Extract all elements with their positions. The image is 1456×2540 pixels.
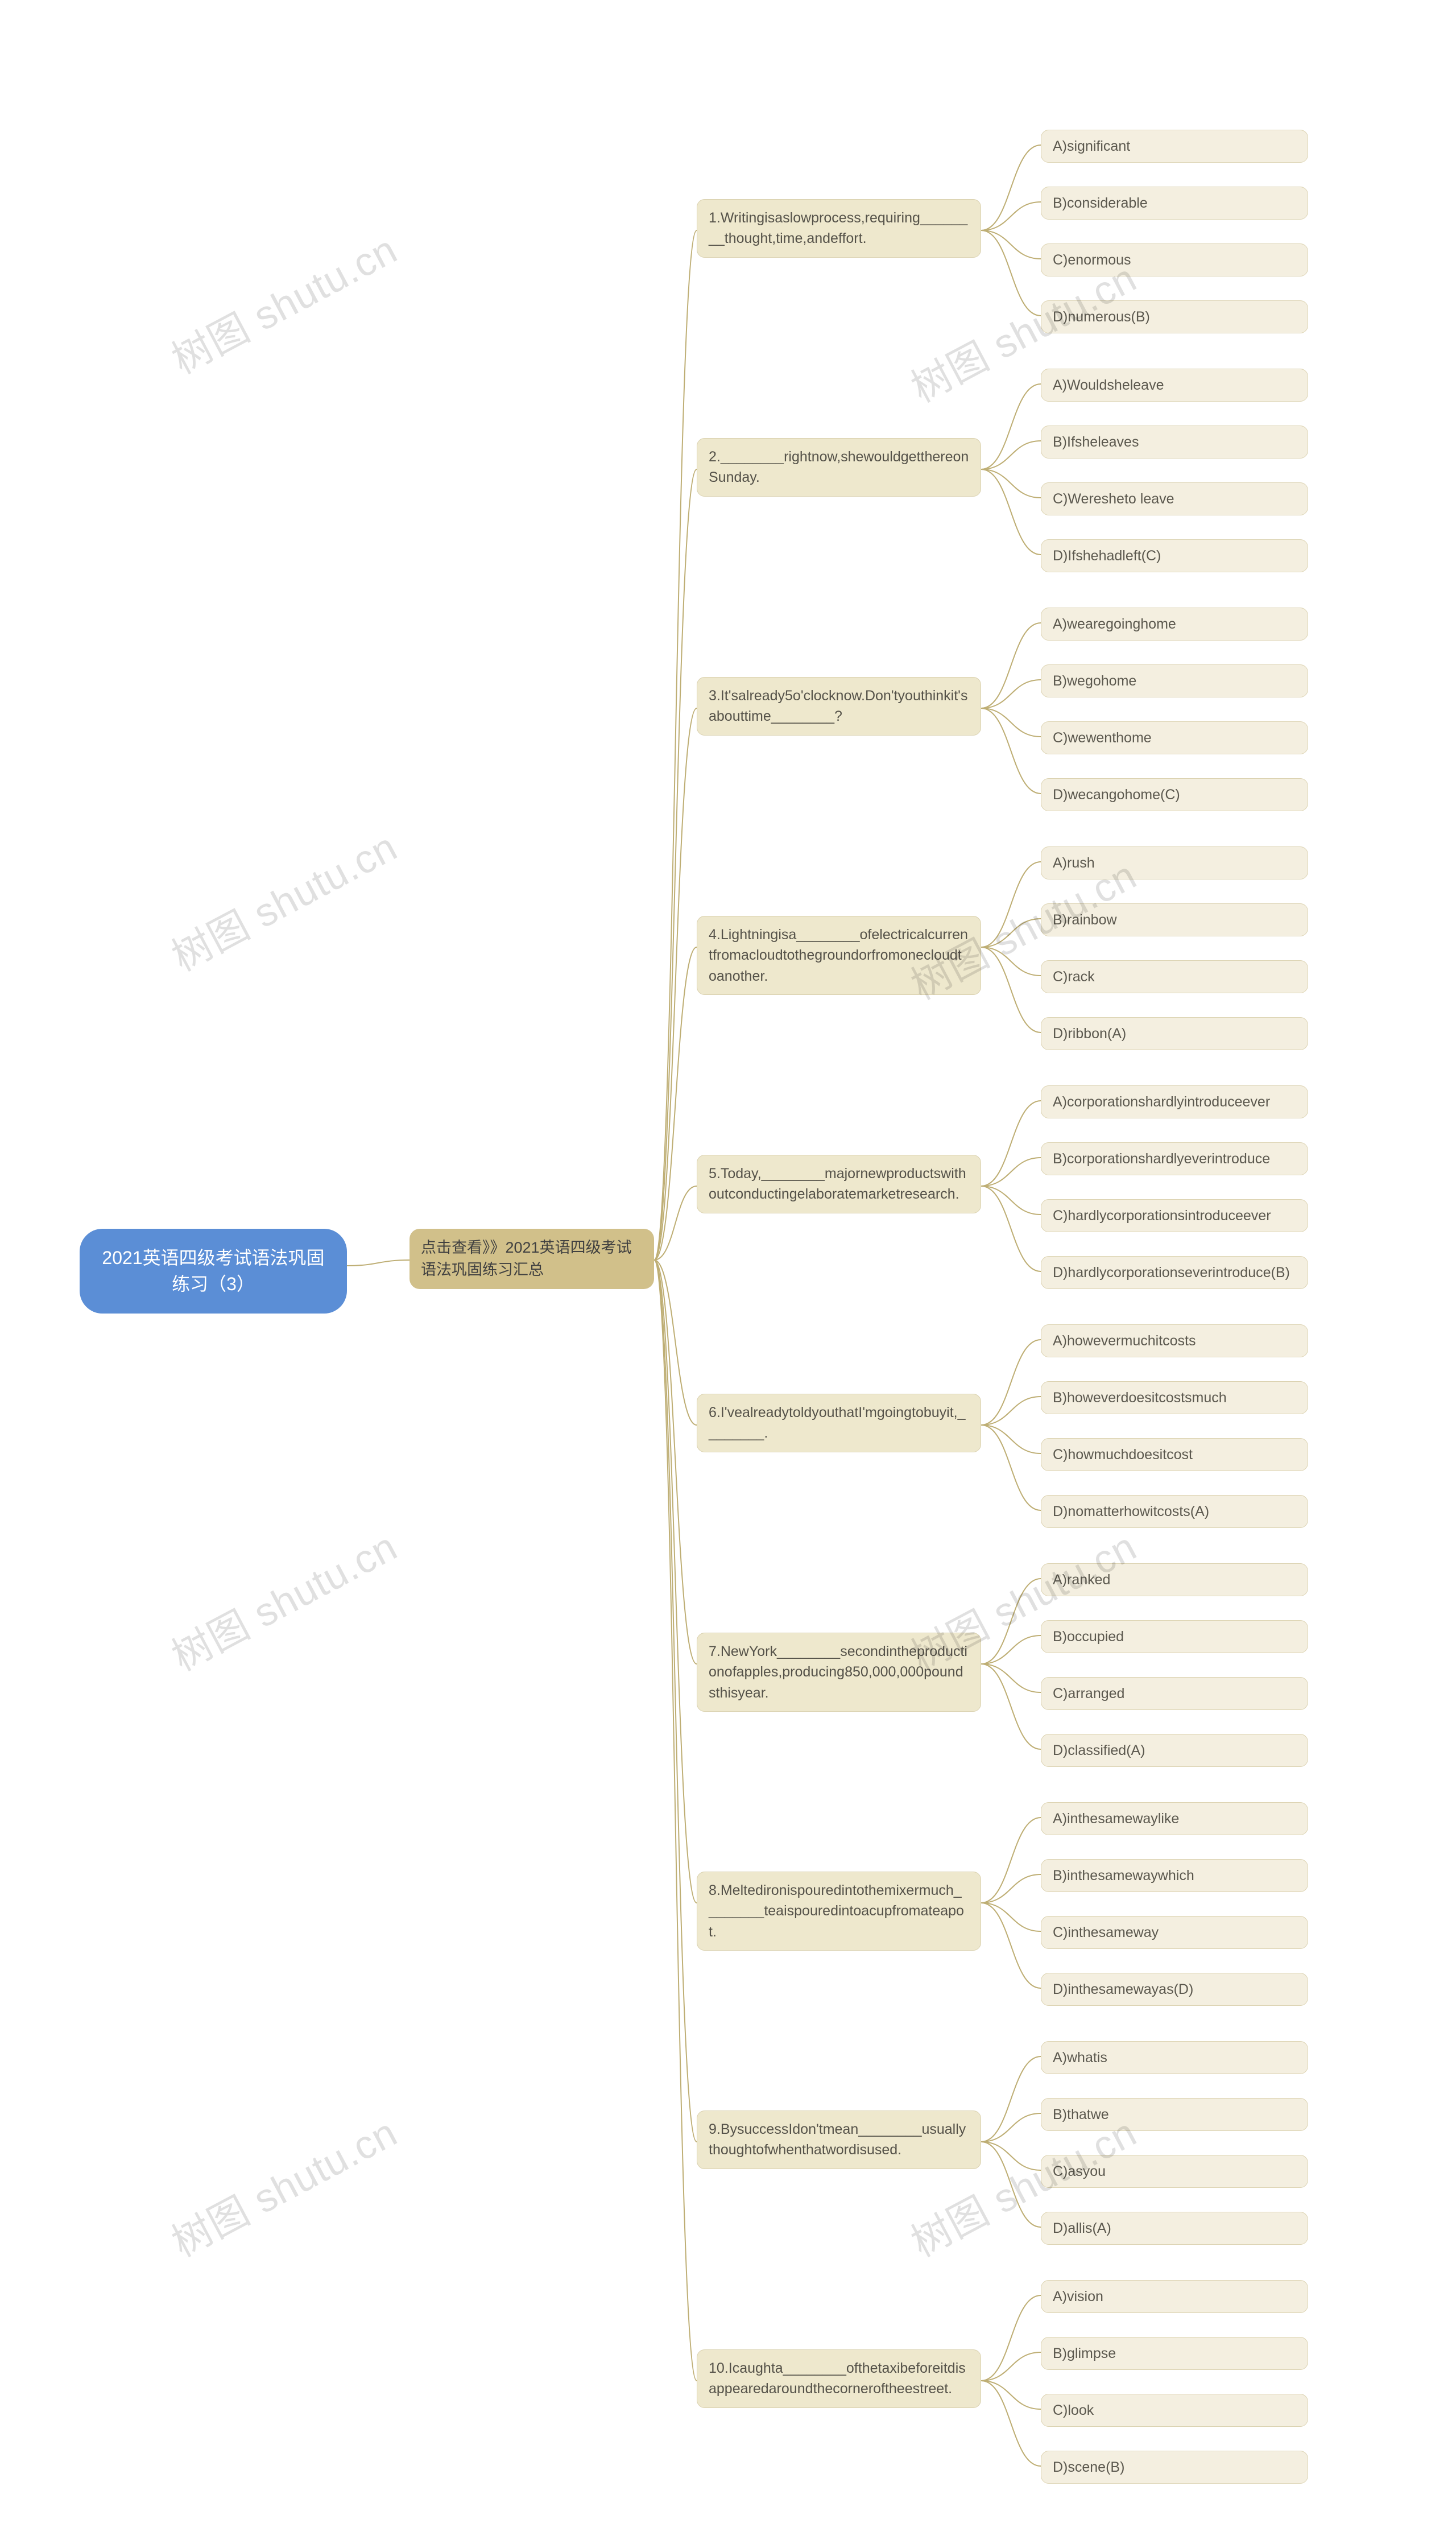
option-node: A)whatis: [1041, 2041, 1308, 2074]
option-node: D)wecangohome(C): [1041, 778, 1308, 811]
watermark: 树图 shutu.cn: [160, 816, 406, 982]
question-node: 4.Lightningisa________ofelectricalcurren…: [697, 916, 981, 995]
option-node: B)howeverdoesitcostsmuch: [1041, 1381, 1308, 1414]
watermark: 树图 shutu.cn: [160, 218, 406, 385]
option-node: B)inthesamewaywhich: [1041, 1859, 1308, 1892]
question-node: 10.Icaughta________ofthetaxibeforeitdisa…: [697, 2349, 981, 2408]
option-node: B)Ifsheleaves: [1041, 426, 1308, 459]
option-node: C)Weresheto leave: [1041, 482, 1308, 515]
option-node: C)enormous: [1041, 243, 1308, 276]
question-node: 8.Meltedironispouredintothemixermuch____…: [697, 1872, 981, 1951]
option-node: A)corporationshardlyintroduceever: [1041, 1085, 1308, 1118]
option-node: D)nomatterhowitcosts(A): [1041, 1495, 1308, 1528]
watermark: 树图 shutu.cn: [160, 1515, 406, 1682]
summary-link-node[interactable]: 点击查看》》2021英语四级考试语法巩固练习汇总: [410, 1229, 654, 1289]
option-node: D)hardlycorporationseverintroduce(B): [1041, 1256, 1308, 1289]
option-node: B)considerable: [1041, 187, 1308, 220]
question-node: 1.Writingisaslowprocess,requiring_______…: [697, 199, 981, 258]
option-node: B)corporationshardlyeverintroduce: [1041, 1142, 1308, 1175]
option-node: A)vision: [1041, 2280, 1308, 2313]
option-node: D)inthesamewayas(D): [1041, 1973, 1308, 2006]
option-node: B)thatwe: [1041, 2098, 1308, 2131]
option-node: A)ranked: [1041, 1563, 1308, 1596]
question-node: 2.________rightnow,shewouldgetthereonSun…: [697, 438, 981, 497]
option-node: C)asyou: [1041, 2155, 1308, 2188]
option-node: A)rush: [1041, 846, 1308, 879]
option-node: B)rainbow: [1041, 903, 1308, 936]
watermark: 树图 shutu.cn: [160, 2101, 406, 2268]
option-node: B)occupied: [1041, 1620, 1308, 1653]
option-node: D)allis(A): [1041, 2212, 1308, 2245]
option-node: A)Wouldsheleave: [1041, 369, 1308, 402]
option-node: C)howmuchdoesitcost: [1041, 1438, 1308, 1471]
option-node: C)rack: [1041, 960, 1308, 993]
option-node: A)inthesamewaylike: [1041, 1802, 1308, 1835]
option-node: D)classified(A): [1041, 1734, 1308, 1767]
root-node: 2021英语四级考试语法巩固练习（3）: [80, 1229, 347, 1314]
option-node: D)Ifshehadleft(C): [1041, 539, 1308, 572]
option-node: C)wewenthome: [1041, 721, 1308, 754]
option-node: D)ribbon(A): [1041, 1017, 1308, 1050]
question-node: 7.NewYork________secondintheproductionof…: [697, 1633, 981, 1712]
question-node: 9.BysuccessIdon'tmean________usuallythou…: [697, 2111, 981, 2169]
option-node: B)wegohome: [1041, 664, 1308, 697]
question-node: 5.Today,________majornewproductswithoutc…: [697, 1155, 981, 1213]
option-node: A)howevermuchitcosts: [1041, 1324, 1308, 1357]
option-node: D)numerous(B): [1041, 300, 1308, 333]
option-node: C)hardlycorporationsintroduceever: [1041, 1199, 1308, 1232]
option-node: C)inthesameway: [1041, 1916, 1308, 1949]
option-node: A)wearegoinghome: [1041, 608, 1308, 641]
option-node: A)significant: [1041, 130, 1308, 163]
question-node: 3.It'salready5o'clocknow.Don'tyouthinkit…: [697, 677, 981, 736]
option-node: B)glimpse: [1041, 2337, 1308, 2370]
question-node: 6.I'vealreadytoldyouthatI'mgoingtobuyit,…: [697, 1394, 981, 1452]
option-node: C)arranged: [1041, 1677, 1308, 1710]
option-node: C)look: [1041, 2394, 1308, 2427]
option-node: D)scene(B): [1041, 2451, 1308, 2484]
